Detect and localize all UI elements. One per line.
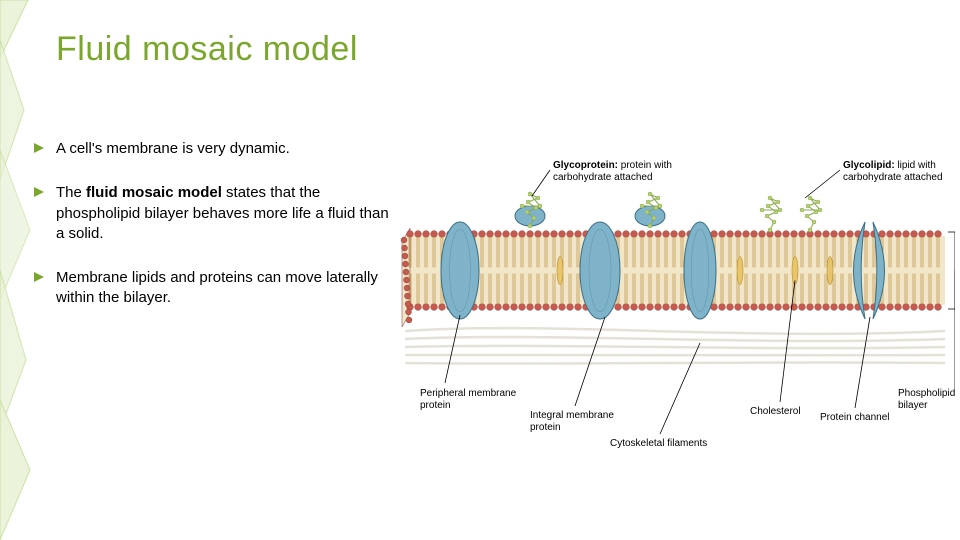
slide-accent-decor xyxy=(0,0,38,540)
svg-text:carbohydrate attached: carbohydrate attached xyxy=(553,172,653,183)
bullet-text: A cell's membrane is very dynamic. xyxy=(56,140,290,157)
membrane-diagram: Glycoprotein: protein withcarbohydrate a… xyxy=(400,158,955,458)
svg-text:bilayer: bilayer xyxy=(898,400,928,411)
svg-text:Glycolipid: lipid with: Glycolipid: lipid with xyxy=(843,160,936,171)
svg-text:Protein channel: Protein channel xyxy=(820,412,890,423)
svg-text:Phospholipid: Phospholipid xyxy=(898,388,955,399)
svg-text:protein: protein xyxy=(530,422,561,433)
svg-text:Integral membrane: Integral membrane xyxy=(530,410,614,421)
bullet-text-bold: fluid mosaic model xyxy=(86,184,222,201)
svg-text:Glycoprotein: protein with: Glycoprotein: protein with xyxy=(553,160,672,171)
slide-title: Fluid mosaic model xyxy=(56,30,920,69)
svg-text:protein: protein xyxy=(420,400,451,411)
svg-text:Cytoskeletal filaments: Cytoskeletal filaments xyxy=(610,438,707,449)
bullet-text-prefix: The xyxy=(56,184,86,201)
bullet-text: Membrane lipids and proteins can move la… xyxy=(56,269,378,306)
bullet-item: A cell's membrane is very dynamic. xyxy=(56,139,396,159)
svg-text:Cholesterol: Cholesterol xyxy=(750,406,801,417)
bullet-item: The fluid mosaic model states that the p… xyxy=(56,183,396,244)
svg-text:carbohydrate attached: carbohydrate attached xyxy=(843,172,943,183)
bullet-item: Membrane lipids and proteins can move la… xyxy=(56,268,396,309)
svg-text:Peripheral membrane: Peripheral membrane xyxy=(420,388,517,399)
bullet-list: A cell's membrane is very dynamic. The f… xyxy=(56,139,396,309)
